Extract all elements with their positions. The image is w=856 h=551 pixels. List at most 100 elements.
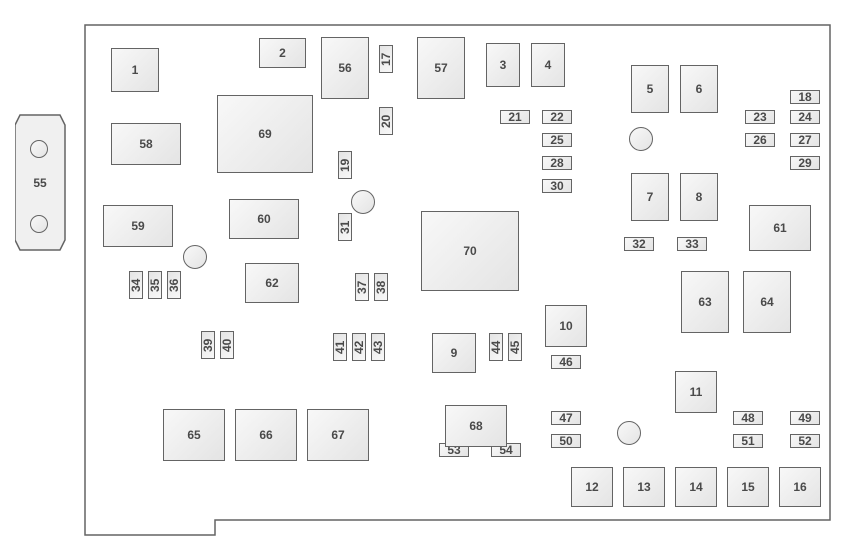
fuse-label: 69: [258, 127, 271, 141]
fuse-47: 47: [551, 411, 581, 425]
fuse-label: 40: [220, 338, 234, 351]
fuse-32: 32: [624, 237, 654, 251]
fuse-label: 59: [131, 219, 144, 233]
fuse-label: 1: [132, 63, 139, 77]
fuse-56: 56: [321, 37, 369, 99]
fuse-2: 2: [259, 38, 306, 68]
fuse-label: 49: [798, 411, 811, 425]
fuse-8: 8: [680, 173, 718, 221]
fuse-59: 59: [103, 205, 173, 247]
fuse-5: 5: [631, 65, 669, 113]
fuse-65: 65: [163, 409, 225, 461]
fuse-label: 3: [500, 58, 507, 72]
fuse-27: 27: [790, 133, 820, 147]
fuse-20: 20: [379, 107, 393, 135]
fuse-label: 33: [685, 237, 698, 251]
fuse-label: 46: [559, 355, 572, 369]
fuse-64: 64: [743, 271, 791, 333]
fuse-label: 56: [338, 61, 351, 75]
fuse-label: 36: [167, 278, 181, 291]
fuse-35: 35: [148, 271, 162, 299]
fuse-label: 52: [798, 434, 811, 448]
fuse-46: 46: [551, 355, 581, 369]
fuse-29: 29: [790, 156, 820, 170]
fuse-label: 32: [632, 237, 645, 251]
fuse-37: 37: [355, 273, 369, 301]
fuse-48: 48: [733, 411, 763, 425]
ext-circle-0: [30, 140, 48, 158]
fuse-70: 70: [421, 211, 519, 291]
fuse-label: 44: [489, 340, 503, 353]
fuse-label: 39: [201, 338, 215, 351]
panel-circle-3: [617, 421, 641, 445]
fuse-31: 31: [338, 213, 352, 241]
fuse-label: 8: [696, 190, 703, 204]
fuse-16: 16: [779, 467, 821, 507]
fuse-11: 11: [675, 371, 717, 413]
fuse-label: 45: [508, 340, 522, 353]
fuse-23: 23: [745, 110, 775, 124]
panel-circle-2: [629, 127, 653, 151]
ext-circle-1: [30, 215, 48, 233]
panel-circle-1: [183, 245, 207, 269]
fuse-label: 4: [545, 58, 552, 72]
fuse-label: 34: [129, 278, 143, 291]
fuse-58: 58: [111, 123, 181, 165]
fuse-62: 62: [245, 263, 299, 303]
fuse-label: 67: [331, 428, 344, 442]
fuse-label: 50: [559, 434, 572, 448]
fuse-57: 57: [417, 37, 465, 99]
fuse-22: 22: [542, 110, 572, 124]
fuse-21: 21: [500, 110, 530, 124]
fuse-3: 3: [486, 43, 520, 87]
fuse-25: 25: [542, 133, 572, 147]
fuse-label: 64: [760, 295, 773, 309]
fuse-label: 48: [741, 411, 754, 425]
fuse-51: 51: [733, 434, 763, 448]
panel-circle-0: [351, 190, 375, 214]
fuse-49: 49: [790, 411, 820, 425]
fuse-label: 12: [585, 480, 598, 494]
fuse-label: 63: [698, 295, 711, 309]
fuse-52: 52: [790, 434, 820, 448]
fuse-18: 18: [790, 90, 820, 104]
fuse-label: 65: [187, 428, 200, 442]
fuse-68: 68: [445, 405, 507, 447]
fuse-label: 17: [379, 52, 393, 65]
fuse-15: 15: [727, 467, 769, 507]
fuse-33: 33: [677, 237, 707, 251]
fuse-42: 42: [352, 333, 366, 361]
fusebox-diagram: 55 1234567891011121314151617181920212223…: [15, 15, 841, 536]
fuse-13: 13: [623, 467, 665, 507]
fuse-14: 14: [675, 467, 717, 507]
fuse-label: 9: [451, 346, 458, 360]
fuse-label: 29: [798, 156, 811, 170]
fuse-label: 15: [741, 480, 754, 494]
fuse-label: 38: [374, 280, 388, 293]
fuse-label: 20: [379, 114, 393, 127]
fuse-label: 62: [265, 276, 278, 290]
fuse-45: 45: [508, 333, 522, 361]
fuse-44: 44: [489, 333, 503, 361]
fuse-label: 47: [559, 411, 572, 425]
fuse-label: 27: [798, 133, 811, 147]
fuse-39: 39: [201, 331, 215, 359]
fuse-61: 61: [749, 205, 811, 251]
fuse-67: 67: [307, 409, 369, 461]
fuse-label: 2: [279, 46, 286, 60]
fuse-38: 38: [374, 273, 388, 301]
fuse-label: 57: [434, 61, 447, 75]
fuse-label: 6: [696, 82, 703, 96]
fuse-label: 5: [647, 82, 654, 96]
fuse-9: 9: [432, 333, 476, 373]
fuse-label: 16: [793, 480, 806, 494]
fuse-label: 24: [798, 110, 811, 124]
fuse-7: 7: [631, 173, 669, 221]
fuse-label: 18: [798, 90, 811, 104]
fuse-label: 51: [741, 434, 754, 448]
fuse-36: 36: [167, 271, 181, 299]
fuse-label: 66: [259, 428, 272, 442]
fuse-label: 13: [637, 480, 650, 494]
fuse-12: 12: [571, 467, 613, 507]
fuse-label: 37: [355, 280, 369, 293]
